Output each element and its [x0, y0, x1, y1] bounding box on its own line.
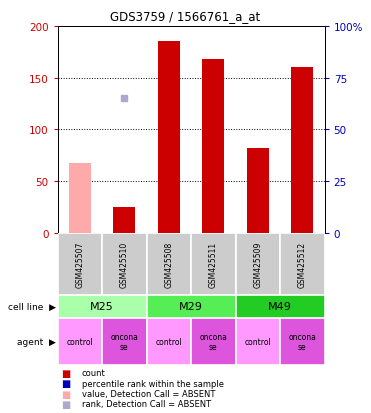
- Text: GSM425507: GSM425507: [75, 241, 84, 287]
- Text: oncona
se: oncona se: [288, 332, 316, 351]
- Bar: [191, 233, 236, 295]
- Bar: [280, 233, 325, 295]
- Text: GSM425511: GSM425511: [209, 241, 218, 287]
- Text: cell line  ▶: cell line ▶: [8, 302, 56, 311]
- Text: ■: ■: [61, 399, 70, 409]
- Bar: [58, 295, 147, 318]
- Bar: [113, 207, 135, 233]
- Text: GSM425510: GSM425510: [120, 241, 129, 287]
- Text: ■: ■: [61, 389, 70, 399]
- Bar: [147, 233, 191, 295]
- Text: oncona
se: oncona se: [110, 332, 138, 351]
- Bar: [291, 68, 313, 233]
- Bar: [147, 318, 191, 366]
- Text: control: control: [155, 337, 182, 346]
- Text: control: control: [66, 337, 93, 346]
- Bar: [58, 233, 102, 295]
- Text: control: control: [244, 337, 271, 346]
- Text: oncona
se: oncona se: [199, 332, 227, 351]
- Text: percentile rank within the sample: percentile rank within the sample: [82, 379, 224, 388]
- Text: GSM425508: GSM425508: [164, 241, 173, 287]
- Bar: [236, 233, 280, 295]
- Bar: [102, 233, 147, 295]
- Bar: [191, 318, 236, 366]
- Text: rank, Detection Call = ABSENT: rank, Detection Call = ABSENT: [82, 399, 211, 408]
- Text: M29: M29: [179, 301, 203, 312]
- Text: M49: M49: [268, 301, 292, 312]
- Bar: [236, 318, 280, 366]
- Bar: [202, 60, 224, 233]
- Text: agent  ▶: agent ▶: [17, 337, 56, 346]
- Text: ■: ■: [61, 378, 70, 388]
- Text: GSM425509: GSM425509: [253, 241, 262, 287]
- Bar: [247, 149, 269, 233]
- Bar: [236, 295, 325, 318]
- Bar: [58, 318, 102, 366]
- Text: GDS3759 / 1566761_a_at: GDS3759 / 1566761_a_at: [111, 10, 260, 23]
- Text: count: count: [82, 368, 105, 377]
- Text: M25: M25: [90, 301, 114, 312]
- Bar: [69, 163, 91, 233]
- Text: GSM425512: GSM425512: [298, 241, 307, 287]
- Bar: [280, 318, 325, 366]
- Text: value, Detection Call = ABSENT: value, Detection Call = ABSENT: [82, 389, 215, 398]
- Text: ■: ■: [61, 368, 70, 378]
- Bar: [158, 43, 180, 233]
- Bar: [102, 318, 147, 366]
- Bar: [147, 295, 236, 318]
